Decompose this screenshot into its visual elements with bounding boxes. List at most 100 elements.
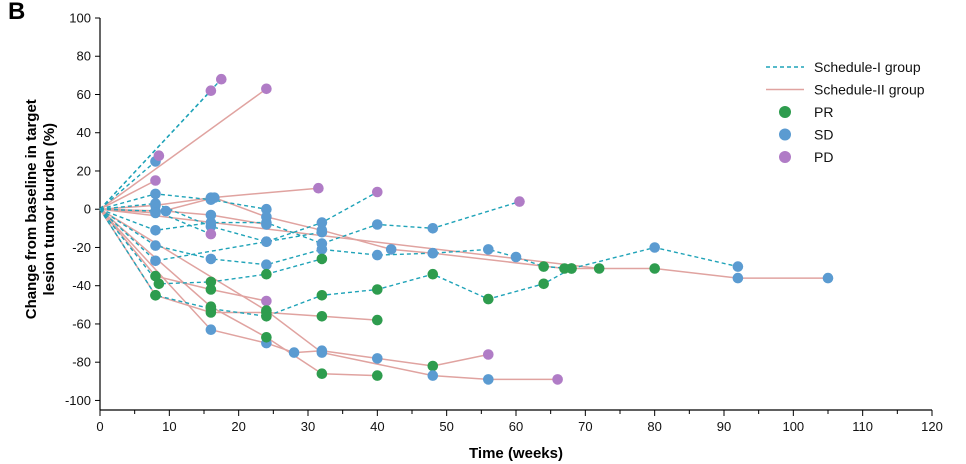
marker-sd — [732, 261, 744, 272]
marker-pd — [372, 186, 383, 198]
x-tick-label: 0 — [96, 419, 103, 434]
x-tick-label: 10 — [162, 419, 176, 434]
marker-pd — [514, 196, 525, 207]
marker-pr — [538, 278, 549, 290]
marker-sd — [205, 209, 217, 221]
marker-pr — [205, 276, 217, 288]
marker-sd — [150, 188, 161, 200]
marker-sd — [822, 272, 834, 284]
marker-pr — [150, 270, 161, 282]
marker-pr — [316, 311, 328, 322]
marker-pr — [205, 284, 217, 295]
schedule-ii-line — [99, 208, 267, 226]
x-tick-label: 110 — [852, 419, 873, 434]
marker-sd — [483, 374, 494, 385]
x-tick-label: 100 — [782, 419, 804, 434]
y-tick-label: -100 — [65, 393, 91, 408]
x-tick-label: 90 — [717, 419, 731, 434]
marker-sd — [288, 347, 300, 358]
schedule-i-line — [99, 208, 739, 270]
schedule-i-line — [99, 193, 267, 210]
y-tick-label: 0 — [84, 202, 91, 217]
y-tick-label: 60 — [77, 87, 91, 102]
marker-pd — [261, 83, 272, 95]
y-tick-label: -40 — [72, 278, 91, 293]
y-tick-label: -60 — [72, 316, 91, 331]
marker-pd — [313, 182, 324, 194]
marker-sd — [510, 251, 522, 263]
marker-sd — [483, 244, 494, 255]
marker-sd — [316, 225, 328, 236]
marker-pd — [205, 85, 217, 96]
marker-sd — [205, 324, 217, 336]
marker-pr — [316, 253, 328, 265]
marker-pd — [552, 374, 563, 385]
x-tick-label: 120 — [921, 419, 943, 434]
marker-sd — [150, 255, 161, 267]
marker-sd — [205, 253, 217, 265]
marker-pd — [153, 150, 165, 161]
axes: -100 -80 -60 -40 -20 0 20 40 60 80 100 0 10 20 30 40 50 6… — [65, 11, 943, 435]
panel-label: B — [8, 0, 26, 25]
marker-sd — [150, 207, 161, 219]
schedule-i-line — [99, 208, 572, 318]
schedule-i-line — [99, 191, 378, 262]
y-axis-title-line-2: lesion tumor burden (%) — [41, 123, 58, 296]
marker-sd — [427, 370, 439, 381]
y-tick-label: 40 — [77, 125, 91, 140]
legend-label: Schedule-II group — [814, 82, 925, 98]
marker-sd — [261, 236, 272, 247]
marker-pr — [483, 293, 494, 305]
legend-label: PD — [814, 149, 833, 165]
y-tick-label: -20 — [72, 240, 91, 255]
marker-pr — [261, 332, 272, 343]
x-tick-label: 30 — [301, 419, 315, 434]
marker-pr — [316, 290, 328, 301]
y-axis-title-line-1: Change from baseline in target — [23, 99, 40, 319]
marker-sd — [261, 203, 272, 215]
schedule-ii-line — [99, 88, 267, 210]
schedule-ii-line — [99, 208, 489, 367]
marker-pr — [372, 284, 383, 295]
marker-sd — [316, 238, 328, 249]
marker-sd — [261, 211, 272, 223]
marker-pr — [372, 314, 383, 326]
marker-sd — [649, 242, 660, 253]
marker-sd — [150, 225, 161, 236]
y-tick-label: 80 — [77, 49, 91, 64]
marker-sd — [150, 200, 161, 211]
marker-pd — [205, 228, 217, 240]
marker-pr — [372, 370, 383, 381]
x-tick-label: 40 — [370, 419, 384, 434]
schedule-i-line — [99, 78, 222, 210]
y-tick-label: 100 — [69, 11, 91, 26]
marker-pr — [649, 263, 660, 274]
marker-sd — [372, 249, 383, 261]
marker-pr — [427, 360, 439, 372]
marker-pr — [205, 301, 217, 313]
marker-pd — [483, 349, 494, 360]
marker-sd — [209, 192, 220, 203]
legend-label: SD — [814, 127, 833, 143]
marker-sd — [372, 353, 383, 364]
legend: Schedule-I group Schedule-II group PR SD PD — [766, 59, 925, 165]
x-tick-label: 70 — [578, 419, 592, 434]
x-tick-label: 50 — [439, 419, 453, 434]
y-tick-label: -80 — [72, 355, 91, 370]
marker-sd — [372, 219, 383, 230]
marker-pr — [261, 305, 272, 316]
marker-sd — [160, 205, 172, 217]
legend-label: Schedule-I group — [814, 59, 921, 75]
marker-pr — [593, 263, 605, 274]
schedule-ii-line — [99, 179, 156, 210]
marker-pr — [261, 268, 272, 280]
marker-pr — [316, 368, 328, 380]
y-tick-label: 20 — [77, 163, 91, 178]
legend-label: PR — [814, 104, 833, 120]
marker-pd — [261, 295, 272, 307]
marker-pd — [150, 175, 161, 186]
marker-sd — [385, 244, 397, 255]
x-axis-title: Time (weeks) — [469, 445, 563, 462]
x-tick-label: 80 — [647, 419, 661, 434]
